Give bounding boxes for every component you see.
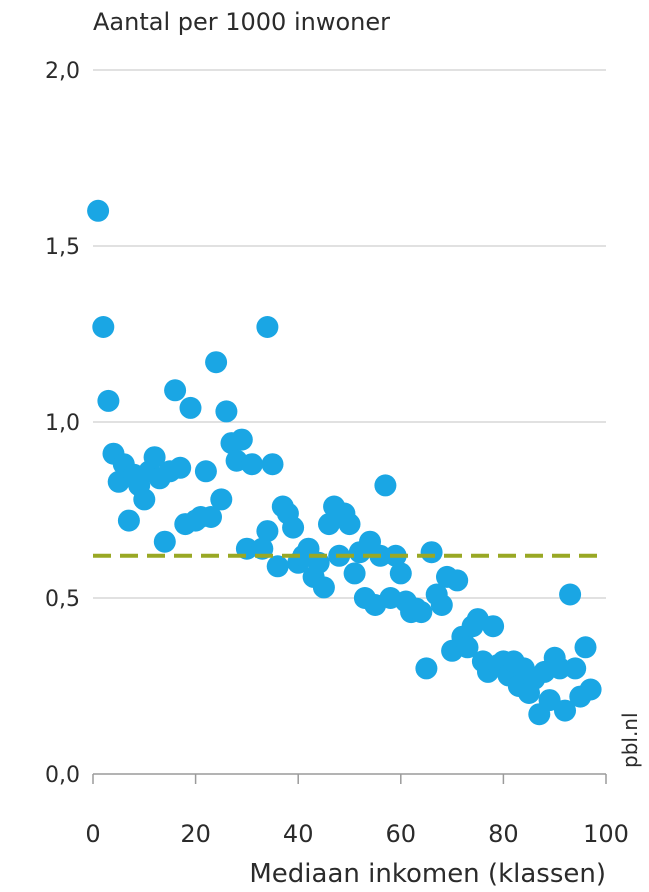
x-tick-label: 80	[488, 820, 519, 848]
y-tick-label: 1,0	[45, 411, 80, 436]
x-tick-label: 20	[180, 820, 211, 848]
data-point	[210, 488, 233, 511]
data-point	[200, 506, 222, 528]
data-point	[548, 657, 571, 680]
data-point	[338, 513, 361, 536]
x-tick-label: 0	[85, 820, 100, 848]
x-axis-label: Mediaan inkomen (klassen)	[249, 859, 606, 889]
data-point	[215, 400, 238, 423]
data-point	[559, 583, 582, 606]
data-point	[554, 699, 576, 722]
y-axis-label: Aantal per 1000 inwoner	[93, 8, 390, 36]
data-point	[374, 474, 397, 497]
data-point	[420, 541, 443, 564]
data-point	[205, 351, 228, 374]
data-point	[282, 516, 305, 539]
data-point	[261, 453, 284, 476]
data-point	[92, 316, 115, 338]
data-point	[153, 530, 176, 553]
data-point	[169, 456, 192, 479]
gridlines	[93, 69, 606, 599]
y-tick-label: 0,5	[45, 587, 80, 612]
data-point	[456, 636, 479, 659]
data-point	[482, 615, 505, 638]
data-point	[194, 460, 217, 483]
data-points	[87, 199, 602, 726]
x-tick-label: 40	[283, 820, 314, 848]
data-point	[143, 446, 166, 469]
y-tick-labels: 0,0 0,5 1,0 1,5 2,0	[45, 59, 80, 788]
data-point	[256, 520, 279, 543]
data-point	[179, 396, 202, 419]
data-point	[230, 428, 253, 451]
data-point	[133, 488, 156, 511]
source-label: pbl.nl	[618, 712, 642, 768]
x-tick-label: 100	[583, 820, 629, 848]
data-point	[410, 601, 433, 624]
data-point	[266, 555, 289, 578]
data-point	[256, 316, 279, 338]
y-tick-label: 2,0	[45, 59, 80, 84]
data-point	[241, 453, 263, 476]
data-point	[164, 379, 187, 402]
x-tick-label: 60	[386, 820, 417, 848]
data-point	[117, 509, 140, 532]
y-tick-label: 1,5	[45, 235, 80, 260]
data-point	[87, 199, 110, 222]
data-point	[430, 594, 453, 616]
data-point	[312, 576, 335, 599]
data-point	[415, 657, 438, 680]
data-point	[318, 513, 340, 536]
data-point	[343, 562, 366, 585]
y-tick-label: 0,0	[45, 763, 80, 788]
data-point	[564, 657, 587, 680]
data-point	[579, 678, 602, 701]
data-point	[389, 562, 412, 585]
x-tick-labels: 0 20 40 60 80 100	[85, 774, 629, 848]
data-point	[538, 689, 561, 712]
data-point	[574, 636, 597, 659]
data-point	[97, 389, 120, 412]
data-point	[446, 569, 469, 592]
